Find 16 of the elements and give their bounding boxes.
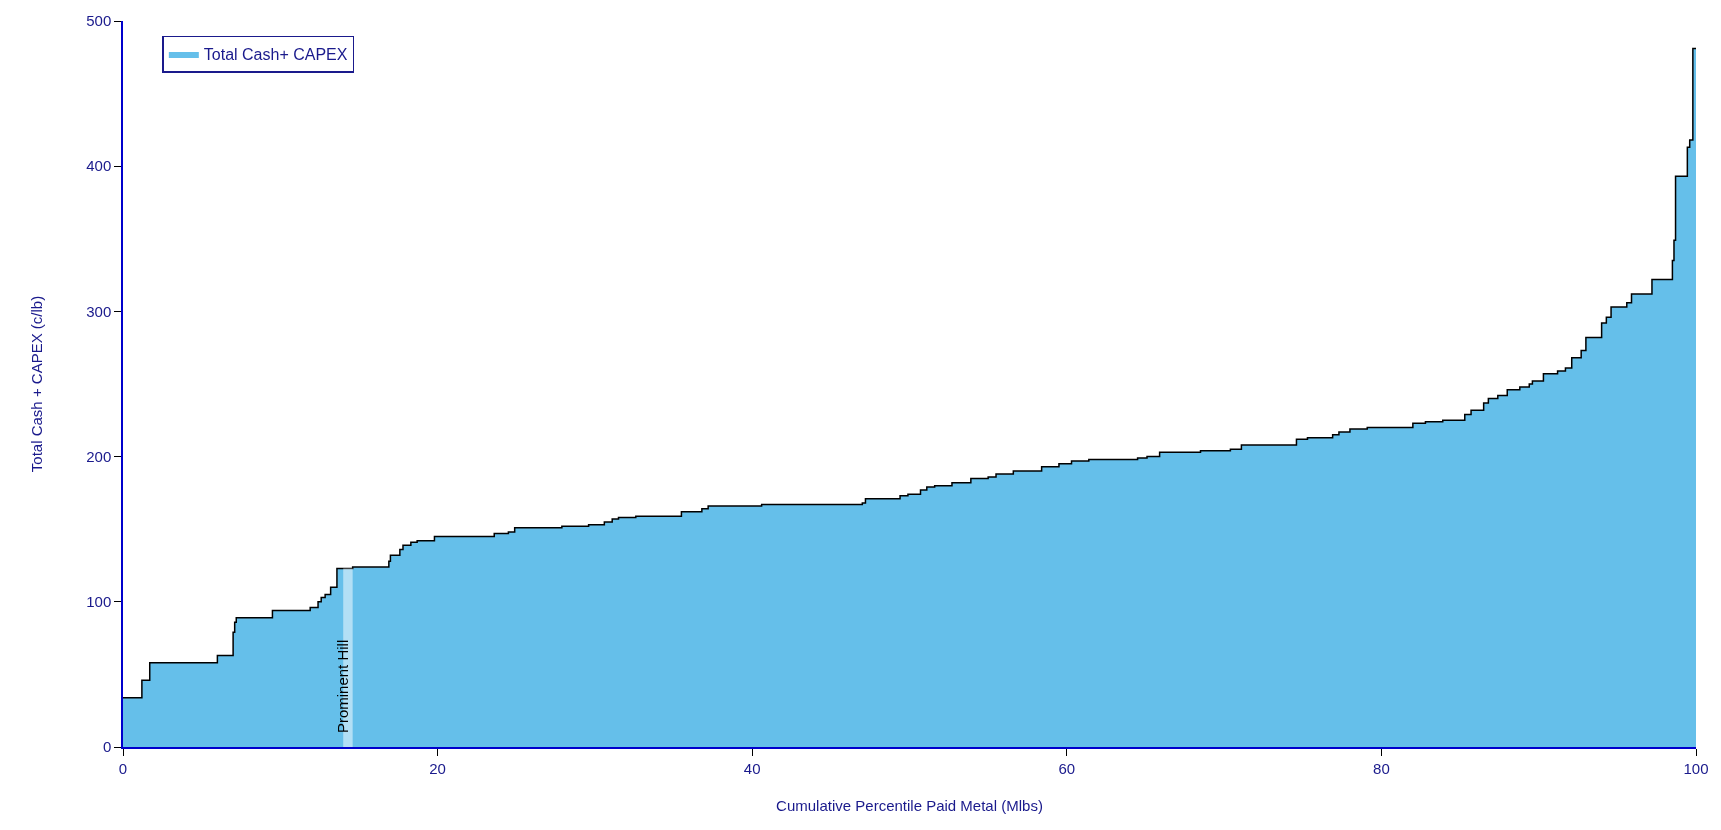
band-label: Prominent Hill <box>334 639 352 734</box>
y-tick-label: 300 <box>86 302 112 320</box>
x-tick-label: 20 <box>429 759 446 777</box>
x-axis-title: Cumulative Percentile Paid Metal (Mlbs) <box>776 797 1043 815</box>
x-tick-label: 0 <box>118 759 128 777</box>
y-tick-label: 100 <box>86 593 112 611</box>
y-axis-title: Total Cash + CAPEX (c/lb) <box>27 295 45 473</box>
y-tick-label: 0 <box>102 738 112 756</box>
y-tick-label: 500 <box>86 12 112 30</box>
x-tick-label: 80 <box>1373 759 1390 777</box>
x-tick-label: 100 <box>1683 759 1709 777</box>
y-tick-label: 400 <box>86 157 112 175</box>
x-tick-label: 60 <box>1058 759 1076 777</box>
legend-label: Total Cash+ CAPEX <box>203 46 348 64</box>
x-tick-label: 40 <box>743 759 761 777</box>
y-tick-label: 200 <box>86 447 112 465</box>
